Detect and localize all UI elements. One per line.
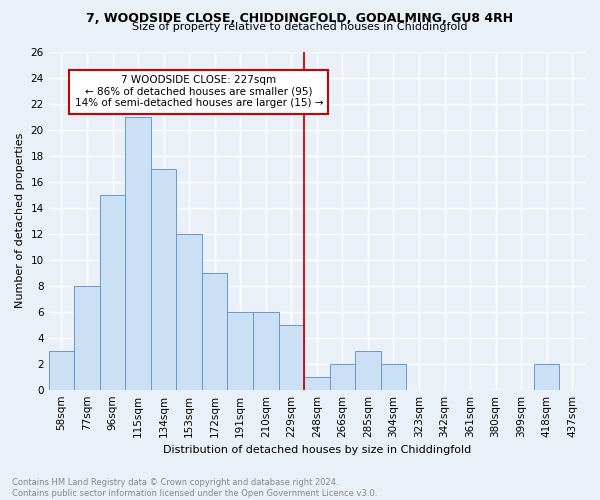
Text: 7, WOODSIDE CLOSE, CHIDDINGFOLD, GODALMING, GU8 4RH: 7, WOODSIDE CLOSE, CHIDDINGFOLD, GODALMI…	[86, 12, 514, 26]
Bar	[176, 234, 202, 390]
Bar	[534, 364, 559, 390]
Text: Contains HM Land Registry data © Crown copyright and database right 2024.
Contai: Contains HM Land Registry data © Crown c…	[12, 478, 377, 498]
Bar	[125, 116, 151, 390]
Bar	[329, 364, 355, 390]
Bar	[278, 324, 304, 390]
Bar	[151, 168, 176, 390]
Text: Size of property relative to detached houses in Chiddingfold: Size of property relative to detached ho…	[132, 22, 468, 32]
Bar	[227, 312, 253, 390]
Bar	[380, 364, 406, 390]
X-axis label: Distribution of detached houses by size in Chiddingfold: Distribution of detached houses by size …	[163, 445, 471, 455]
Bar	[355, 350, 380, 390]
Bar	[253, 312, 278, 390]
Text: 7 WOODSIDE CLOSE: 227sqm
← 86% of detached houses are smaller (95)
14% of semi-d: 7 WOODSIDE CLOSE: 227sqm ← 86% of detach…	[74, 75, 323, 108]
Y-axis label: Number of detached properties: Number of detached properties	[15, 133, 25, 308]
Bar	[100, 194, 125, 390]
Bar	[202, 272, 227, 390]
Bar	[74, 286, 100, 390]
Bar	[49, 350, 74, 390]
Bar	[304, 376, 329, 390]
